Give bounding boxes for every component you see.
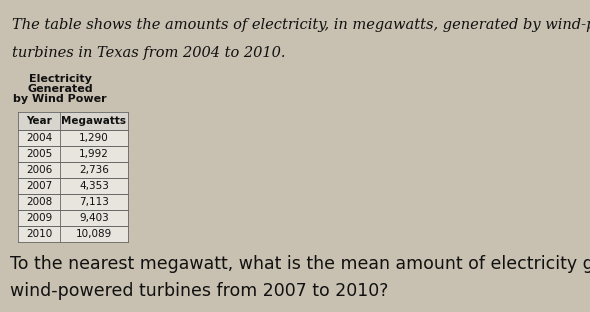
Text: The table shows the amounts of electricity, in megawatts, generated by wind-powe: The table shows the amounts of electrici…	[12, 18, 590, 32]
Text: 2005: 2005	[26, 149, 52, 159]
Text: Electricity: Electricity	[28, 74, 91, 84]
Text: 2008: 2008	[26, 197, 52, 207]
Text: 7,113: 7,113	[79, 197, 109, 207]
Text: Megawatts: Megawatts	[61, 116, 126, 126]
Bar	[18, 226, 128, 242]
Bar	[18, 194, 128, 210]
Text: To the nearest megawatt, what is the mean amount of electricity generated in Tex: To the nearest megawatt, what is the mea…	[10, 255, 590, 273]
Bar	[18, 112, 128, 130]
Bar	[18, 130, 128, 146]
Text: 2010: 2010	[26, 229, 52, 239]
Text: 2007: 2007	[26, 181, 52, 191]
Text: by Wind Power: by Wind Power	[13, 94, 107, 104]
Text: 1,290: 1,290	[79, 133, 109, 143]
Bar	[18, 210, 128, 226]
Text: wind-powered turbines from 2007 to 2010?: wind-powered turbines from 2007 to 2010?	[10, 282, 388, 300]
Bar	[18, 162, 128, 178]
Text: Year: Year	[26, 116, 52, 126]
Text: turbines in Texas from 2004 to 2010.: turbines in Texas from 2004 to 2010.	[12, 46, 286, 60]
Text: 2004: 2004	[26, 133, 52, 143]
Bar	[18, 178, 128, 194]
Text: 10,089: 10,089	[76, 229, 112, 239]
Text: 9,403: 9,403	[79, 213, 109, 223]
Text: 4,353: 4,353	[79, 181, 109, 191]
Bar	[18, 146, 128, 162]
Text: 2,736: 2,736	[79, 165, 109, 175]
Text: 2009: 2009	[26, 213, 52, 223]
Text: 1,992: 1,992	[79, 149, 109, 159]
Text: Generated: Generated	[27, 84, 93, 94]
Text: 2006: 2006	[26, 165, 52, 175]
